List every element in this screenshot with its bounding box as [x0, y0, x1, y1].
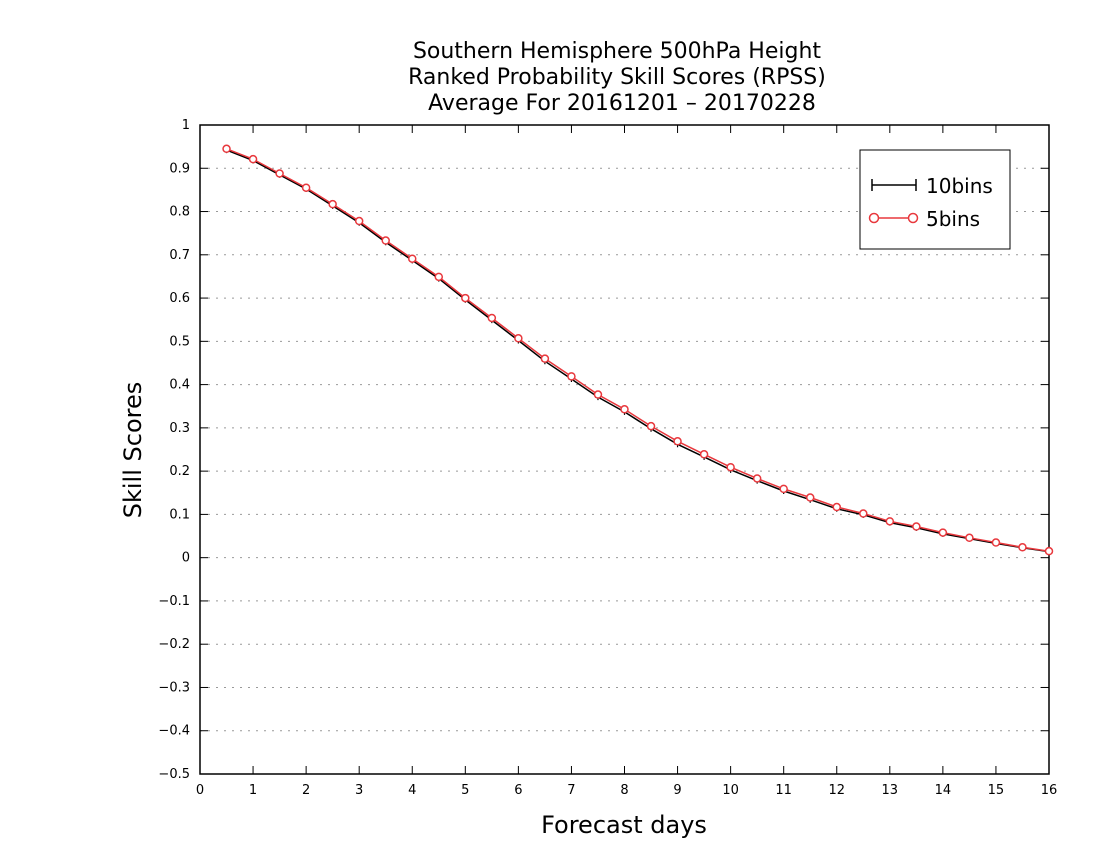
y-tick-label: 0.3 [169, 421, 190, 436]
x-tick-label: 6 [514, 783, 522, 798]
data-point-5bins [461, 293, 470, 303]
x-tick-label: 14 [935, 783, 952, 798]
x-tick-label: 3 [355, 783, 363, 798]
data-point-5bins [248, 154, 258, 164]
series-line-10bins [226, 149, 1050, 553]
data-point-5bins [726, 462, 735, 472]
data-point-5bins [222, 144, 231, 154]
data-point-5bins [832, 502, 841, 512]
data-point-5bins [1044, 546, 1054, 556]
legend-marker-5bins [907, 212, 919, 224]
y-axis-label: Skill Scores [119, 382, 147, 519]
x-tick-label: 15 [988, 783, 1005, 798]
data-point-5bins [567, 372, 576, 381]
legend-label-10bins: 10bins [926, 174, 993, 198]
y-tick-label: 0.6 [169, 291, 190, 306]
legend-marker-10bins [871, 179, 917, 191]
x-tick-label: 16 [1041, 783, 1058, 798]
y-tick-label: −0.3 [158, 680, 190, 695]
y-tick-label: 0.8 [169, 205, 190, 220]
legend-label-5bins: 5bins [926, 207, 980, 231]
x-tick-label: 8 [620, 783, 628, 798]
legend-marker-5bins [868, 212, 880, 224]
data-point-5bins [487, 313, 497, 323]
data-point-5bins [912, 522, 921, 531]
y-tick-label: −0.4 [158, 724, 190, 739]
data-point-5bins [408, 254, 417, 263]
legend-box [859, 149, 1011, 250]
x-axis-label: Forecast days [541, 811, 707, 839]
y-tick-label: 0.4 [169, 378, 190, 393]
data-point-5bins [540, 354, 550, 363]
data-series [222, 144, 1054, 556]
y-tick-label: 0.1 [169, 507, 190, 522]
x-tick-label: 5 [461, 783, 469, 798]
data-point-5bins [885, 517, 895, 526]
x-tick-label: 2 [302, 783, 310, 798]
data-point-5bins [301, 183, 311, 192]
data-point-5bins [991, 538, 1001, 547]
x-tick-label: 12 [828, 783, 845, 798]
chart-title-line-2: Ranked Probability Skill Scores (RPSS) [408, 65, 826, 90]
y-tick-label: 0.7 [169, 248, 190, 263]
y-axis-ticks: 1 0.9 0.8 0.7 0.6 0.5 0.4 0.3 0.2 0.1 0 −0.1 −0.2 −0.… [158, 118, 1049, 782]
data-point-5bins [779, 484, 788, 494]
data-point-5bins [620, 405, 629, 414]
x-tick-label: 7 [567, 783, 575, 798]
x-tick-label: 10 [722, 783, 739, 798]
data-point-5bins [1018, 543, 1027, 552]
y-tick-label: 0.2 [169, 464, 190, 479]
y-tick-label: 0.9 [169, 161, 190, 176]
y-tick-label: −0.5 [158, 767, 190, 782]
legend: 10bins 5bins [859, 149, 1011, 250]
data-point-5bins [275, 169, 284, 178]
data-point-5bins [805, 493, 815, 502]
x-tick-label: 11 [775, 783, 792, 798]
data-point-5bins [514, 334, 523, 343]
y-tick-label: −0.1 [158, 594, 190, 609]
data-point-5bins [434, 272, 444, 282]
x-axis-ticks: 0 1 2 3 4 5 6 7 8 9 10 11 12 13 14 15 16 [196, 125, 1057, 798]
x-tick-label: 9 [673, 783, 681, 798]
data-point-5bins [859, 509, 868, 518]
data-point-5bins [328, 199, 337, 209]
y-tick-label: −0.2 [158, 637, 190, 652]
data-point-5bins [752, 474, 762, 483]
x-tick-label: 1 [249, 783, 257, 798]
data-point-5bins [699, 450, 709, 459]
chart-title-line-1: Southern Hemisphere 500hPa Height [413, 39, 821, 64]
series-line-5bins [226, 148, 1050, 552]
data-point-5bins [646, 421, 656, 431]
grid-lines [200, 167, 1049, 732]
chart-title-line-3: Average For 20161201 – 20170228 [428, 91, 816, 116]
y-tick-label: 0.5 [169, 334, 190, 349]
data-point-5bins [381, 236, 390, 245]
data-point-5bins [965, 533, 974, 543]
y-tick-label: 1 [182, 118, 190, 133]
data-point-5bins [673, 437, 682, 446]
x-tick-label: 13 [882, 783, 899, 798]
y-tick-label: 0 [182, 551, 190, 566]
x-tick-label: 4 [408, 783, 416, 798]
data-point-5bins [593, 390, 603, 399]
data-point-5bins [354, 216, 364, 226]
x-tick-label: 0 [196, 783, 204, 798]
chart-title: Southern Hemisphere 500hPa Height Ranked… [408, 39, 826, 116]
data-point-5bins [938, 528, 948, 537]
